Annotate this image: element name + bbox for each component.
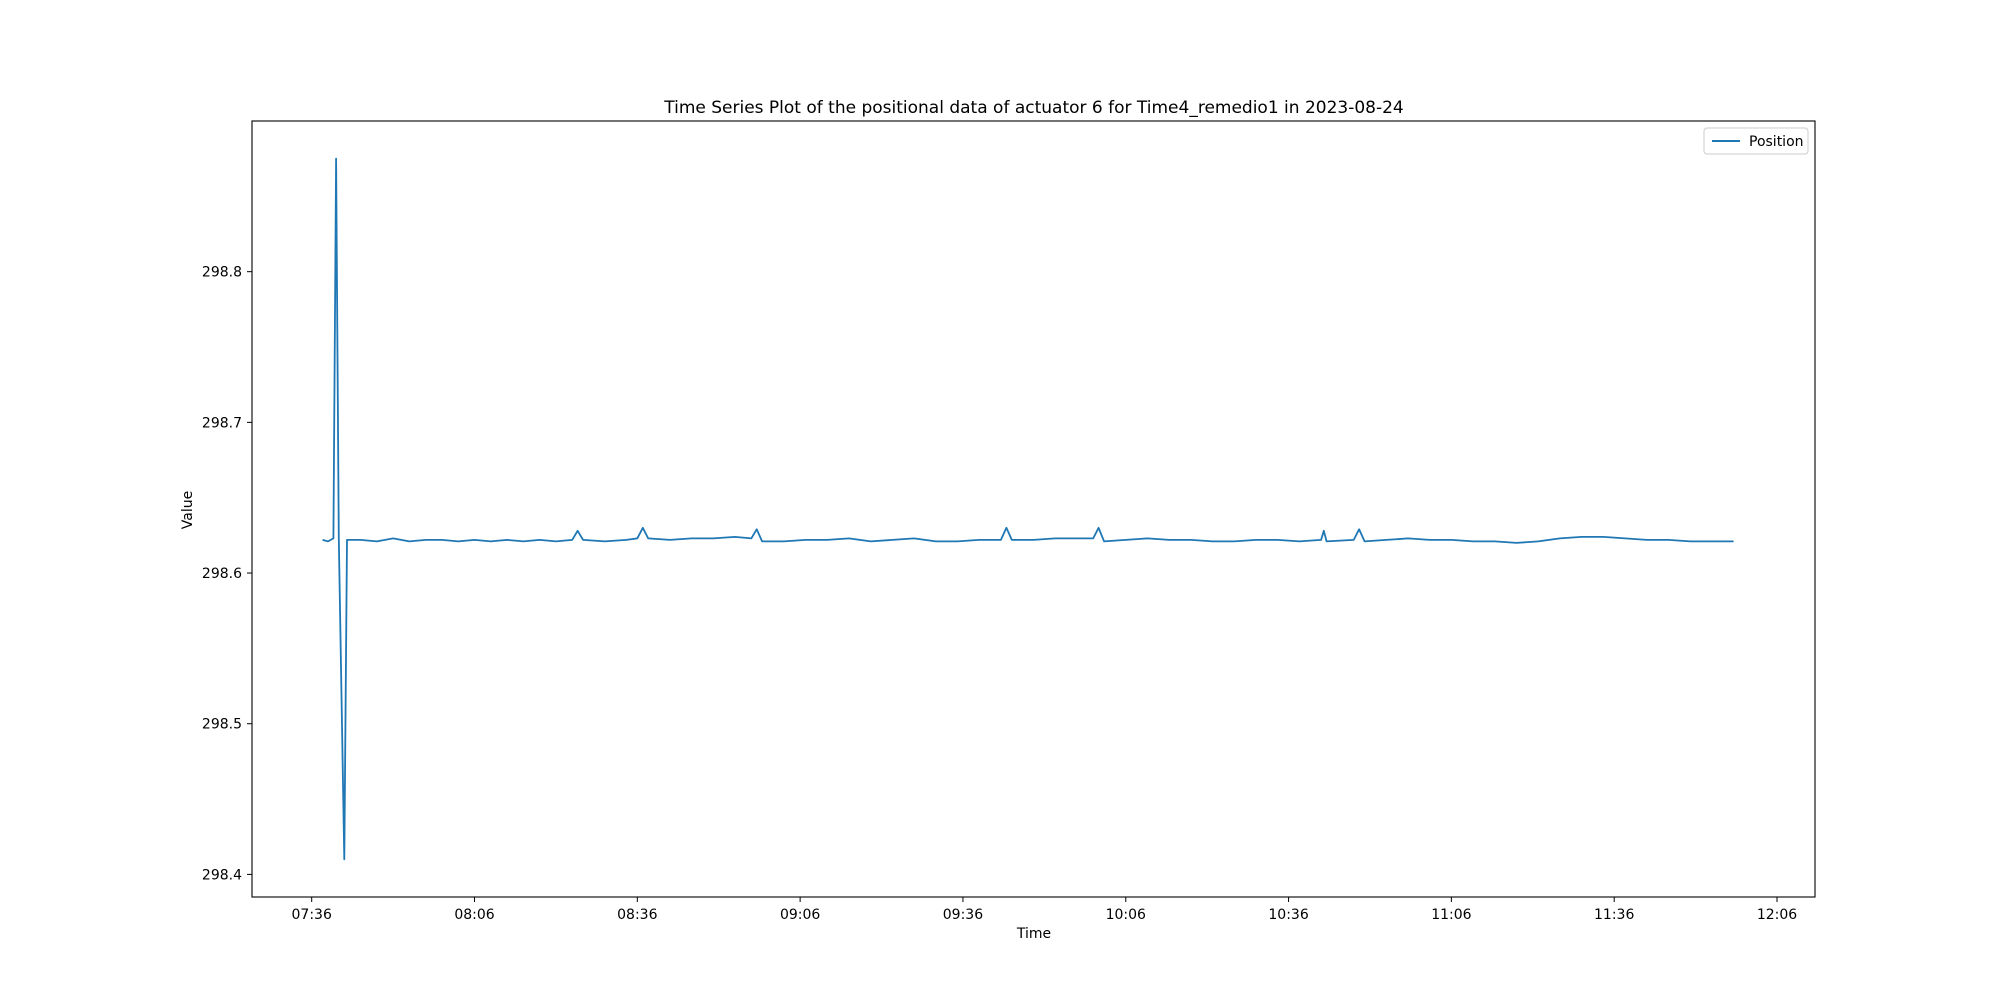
plot-area [251, 120, 1816, 898]
x-tick-label: 07:36 [292, 907, 332, 923]
y-tick-label: 298.6 [202, 566, 242, 582]
x-tick-label: 10:36 [1268, 907, 1308, 923]
x-tick-label: 09:36 [943, 907, 983, 923]
y-axis-title: Value [180, 491, 196, 529]
x-tick-label: 12:06 [1757, 907, 1797, 923]
legend: Position [1703, 127, 1809, 155]
x-tick-label: 11:06 [1431, 907, 1471, 923]
data-layer [322, 157, 1734, 861]
x-tick-label: 08:06 [454, 907, 494, 923]
x-axis: 07:36 08:06 08:36 09:06 09:36 10:06 10:36 11:06… [292, 897, 1797, 923]
x-tick-label: 09:06 [780, 907, 820, 923]
y-axis: 298.4 298.5 298.6 298.7 298.8 [202, 265, 252, 883]
y-tick-label: 298.4 [202, 867, 242, 883]
legend-box [1703, 127, 1809, 155]
series-line-position [322, 157, 1734, 861]
chart-title: Time Series Plot of the positional data … [663, 98, 1404, 118]
x-axis-title: Time [1016, 926, 1051, 942]
y-tick-label: 298.8 [202, 265, 242, 281]
y-tick-label: 298.7 [202, 415, 242, 431]
x-tick-label: 10:06 [1106, 907, 1146, 923]
legend-label-position: Position [1749, 134, 1804, 150]
y-tick-label: 298.5 [202, 717, 242, 733]
plot-frame [251, 120, 1816, 898]
x-tick-label: 11:36 [1594, 907, 1634, 923]
x-tick-label: 08:36 [617, 907, 657, 923]
